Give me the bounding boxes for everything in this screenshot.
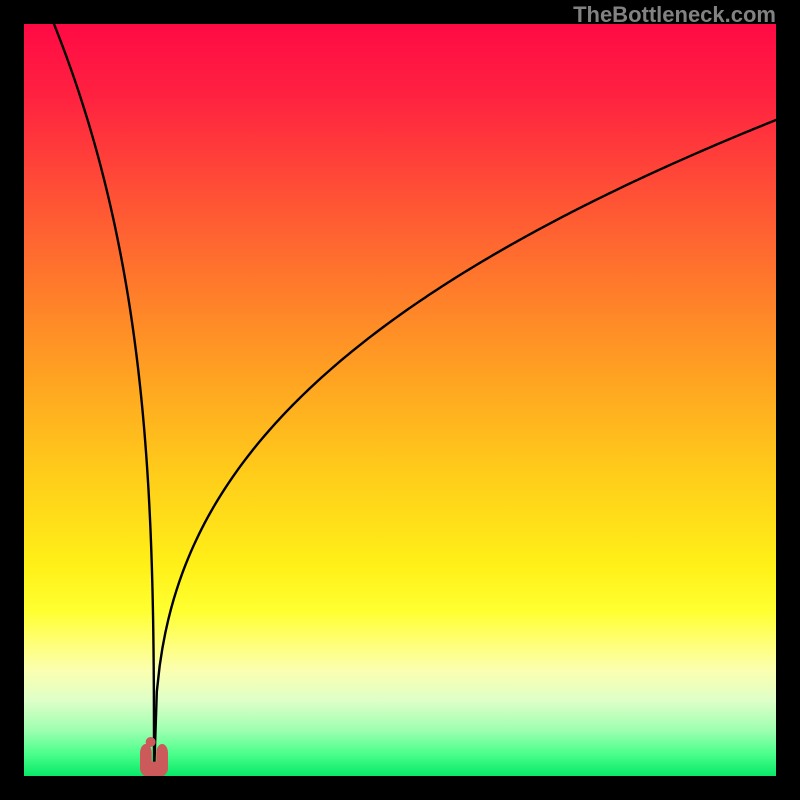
- watermark-text: TheBottleneck.com: [573, 2, 776, 28]
- gradient-background: [24, 24, 776, 776]
- marker-body-base: [140, 762, 168, 776]
- bottleneck-plot: [24, 24, 776, 776]
- marker-head: [146, 737, 156, 747]
